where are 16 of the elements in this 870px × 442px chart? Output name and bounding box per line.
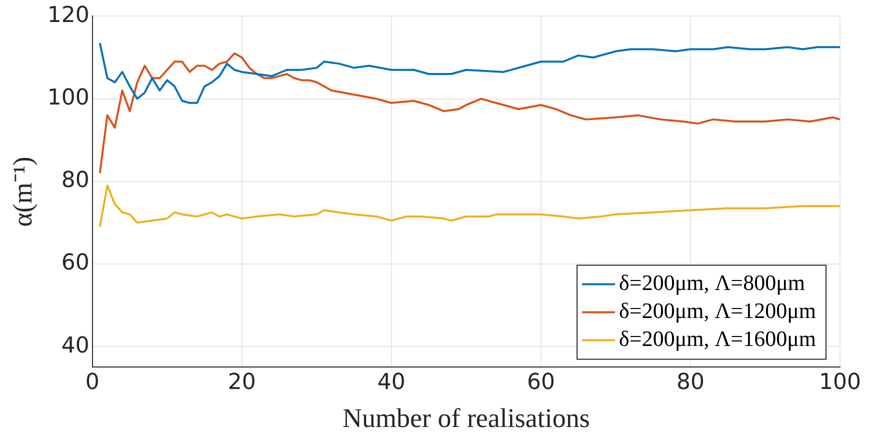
x-tick-label: 80 <box>676 370 704 396</box>
legend-label: δ=200μm, Λ=1200μm <box>619 298 816 323</box>
y-tick-label: 60 <box>61 250 90 276</box>
x-axis-title: Number of realisations <box>342 402 590 433</box>
y-tick-label: 100 <box>47 86 90 111</box>
legend-label: δ=200μm, Λ=800μm <box>619 270 806 295</box>
legend-label: δ=200μm, Λ=1600μm <box>619 326 816 351</box>
x-tick-label: 40 <box>377 370 406 396</box>
y-axis-title: α(m⁻¹) <box>7 156 38 227</box>
x-tick-label: 100 <box>819 370 861 396</box>
x-tick-label: 60 <box>526 370 555 396</box>
x-tick-label: 0 <box>85 370 100 396</box>
y-tick-label: 80 <box>61 168 90 194</box>
y-tick-label: 120 <box>47 2 90 28</box>
y-tick-label: 40 <box>61 333 90 358</box>
x-tick-label: 20 <box>228 370 256 396</box>
